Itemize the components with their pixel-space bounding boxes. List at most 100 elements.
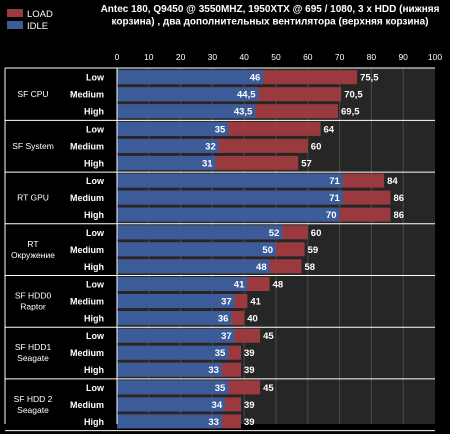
group-label: Seagate [17,353,49,363]
bar-idle [117,138,219,153]
group-label: SF System [12,141,54,151]
data-label-load: 84 [387,176,398,187]
bar-idle [117,397,226,412]
data-label-idle: 35 [215,383,226,394]
bar-idle [117,207,340,222]
data-label-idle: 36 [218,314,229,325]
data-label-idle: 35 [215,124,226,135]
data-label-idle: 37 [221,297,232,308]
data-label-load: 41 [250,297,261,308]
bar-idle [117,362,222,377]
x-tick-label: 70 [335,52,345,62]
data-label-idle: 48 [256,262,267,273]
data-label-load: 64 [324,124,335,135]
data-label-idle: 70 [326,210,337,221]
data-label-idle: 32 [205,141,216,152]
row-level-label: Low [86,124,105,134]
row-level-label: Medium [70,297,104,307]
data-label-idle: 34 [212,400,223,411]
x-tick-label: 50 [271,52,281,62]
x-tick-label: 100 [428,52,442,62]
data-label-load: 57 [301,158,312,169]
x-tick-label: 20 [176,52,186,62]
chart-title-line: корзина) , два дополнительных вентилятор… [112,17,429,28]
data-label-load: 69,5 [341,107,360,118]
row-level-label: Medium [70,348,104,358]
data-label-idle: 46 [250,73,261,84]
bar-idle [117,259,270,274]
bar-idle [117,121,229,136]
x-tick-label: 40 [239,52,249,62]
bar-idle [117,155,216,170]
data-label-load: 60 [311,141,322,152]
x-tick-label: 30 [208,52,218,62]
bar-idle [117,294,235,308]
data-label-idle: 44,5 [237,90,256,101]
x-tick-label: 0 [115,52,120,62]
data-label-idle: 41 [234,280,245,291]
bar-idle [117,87,259,102]
group-label: SF HDD1 [15,342,52,352]
row-level-label: High [84,107,104,117]
data-label-load: 45 [263,331,274,342]
group-label: Окружение [11,250,55,260]
x-tick-label: 60 [303,52,313,62]
row-level-label: High [84,262,104,272]
data-label-load: 58 [304,262,315,273]
bar-idle [117,277,248,291]
bar-idle [117,345,229,360]
data-label-load: 86 [393,193,404,204]
data-label-load: 86 [393,210,404,221]
data-label-load: 59 [308,245,319,256]
legend-swatch-load [7,9,23,17]
group-label: SF HDD 2 [14,394,53,404]
x-tick-label: 10 [144,52,154,62]
row-level-label: Low [86,228,105,238]
bar-idle [117,225,283,240]
group-label: RT [27,239,38,249]
legend-label-idle: IDLE [27,21,48,32]
data-label-load: 60 [311,228,322,239]
group-label: SF HDD0 [15,291,52,301]
data-label-load: 39 [244,417,255,428]
row-level-label: Medium [70,400,104,410]
bar-idle [117,380,229,395]
data-label-load: 39 [244,400,255,411]
data-label-idle: 37 [221,331,232,342]
bar-idle [117,242,276,257]
row-level-label: High [84,314,104,324]
data-label-idle: 71 [329,176,340,187]
group-label: Raptor [20,302,46,312]
data-label-load: 39 [244,348,255,359]
data-label-load: 48 [273,280,284,291]
row-level-label: Low [86,73,105,83]
bar-idle [117,328,235,343]
data-label-idle: 52 [269,228,280,239]
data-label-load: 45 [263,383,274,394]
row-level-label: Medium [70,193,104,203]
row-level-label: Low [86,331,105,341]
group-label: Seagate [17,405,49,415]
group-label: SF CPU [17,89,48,99]
data-label-idle: 31 [202,158,213,169]
bar-idle [117,70,264,85]
row-level-label: Low [86,280,105,290]
row-level-label: High [84,158,104,168]
x-tick-label: 90 [398,52,408,62]
data-label-load: 39 [244,365,255,376]
bar-idle [117,414,222,429]
row-level-label: Medium [70,245,104,255]
chart-title-line: Antec 180, Q9450 @ 3550MHZ, 1950XTX @ 69… [101,4,440,15]
data-label-load: 40 [247,314,258,325]
row-level-label: Medium [70,141,104,151]
group-label: RT GPU [17,193,49,203]
row-level-label: High [84,417,104,427]
legend-swatch-idle [7,21,23,29]
row-level-label: Low [86,383,105,393]
bar-idle [117,190,343,205]
row-level-label: High [84,210,104,220]
data-label-load: 70,5 [344,90,363,101]
row-level-label: High [84,365,104,375]
